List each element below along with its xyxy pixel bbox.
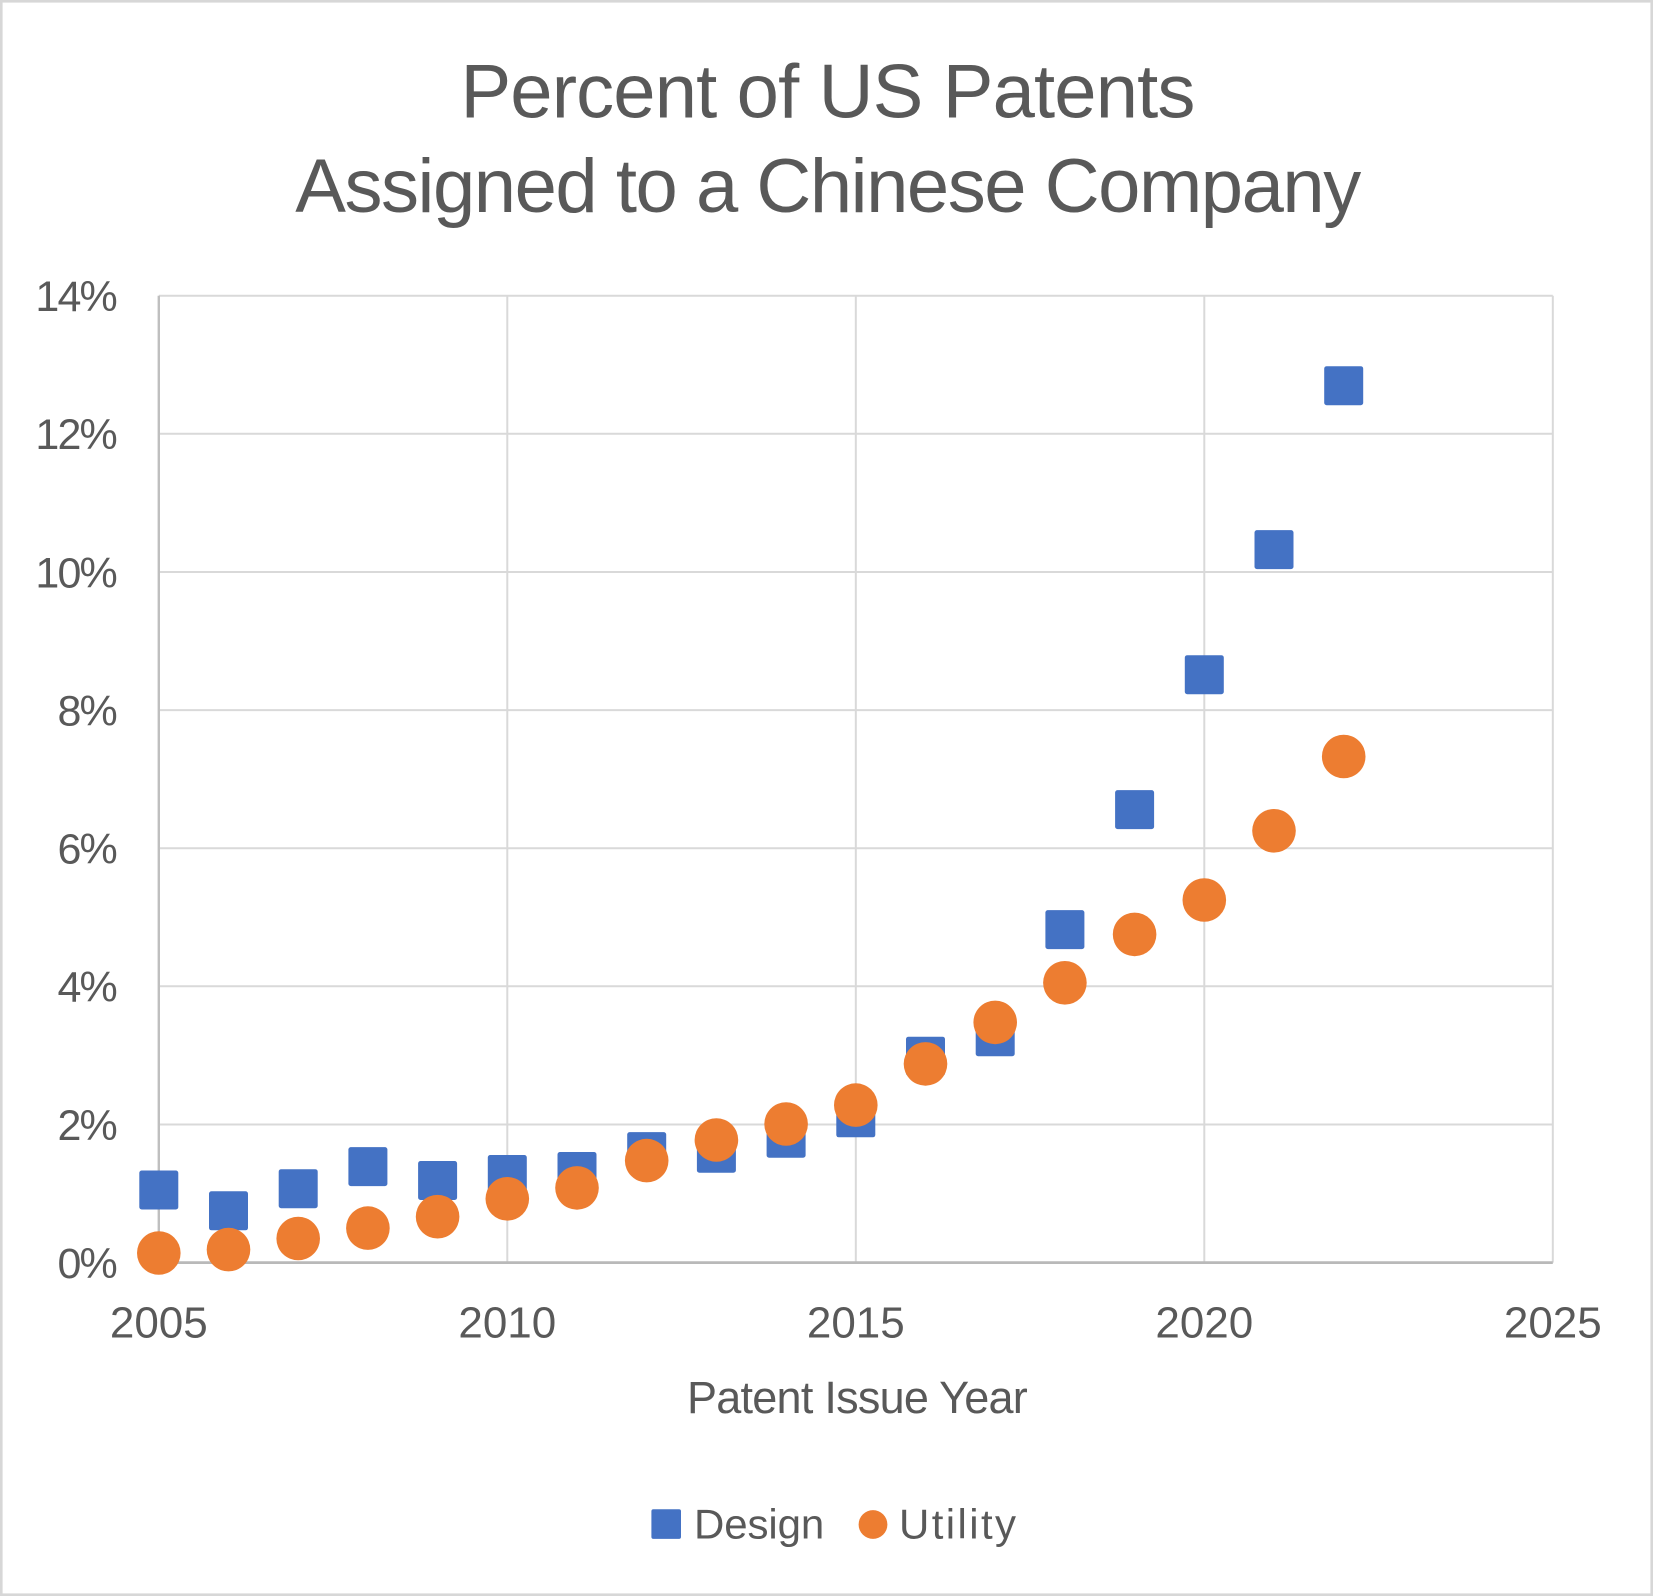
svg-text:2%: 2%	[57, 1102, 116, 1150]
svg-text:2020: 2020	[1155, 1299, 1253, 1348]
svg-text:Percent of US Patents: Percent of US Patents	[460, 49, 1194, 134]
svg-text:Design: Design	[694, 1501, 824, 1548]
svg-text:2010: 2010	[458, 1299, 556, 1348]
svg-text:2005: 2005	[110, 1299, 208, 1348]
svg-text:10%: 10%	[35, 549, 116, 597]
svg-text:2015: 2015	[807, 1299, 905, 1348]
svg-text:12%: 12%	[35, 411, 116, 459]
svg-text:8%: 8%	[57, 688, 116, 736]
svg-text:2025: 2025	[1504, 1299, 1602, 1348]
svg-text:Assigned to a Chinese Company: Assigned to a Chinese Company	[295, 144, 1361, 229]
svg-text:4%: 4%	[57, 964, 116, 1012]
svg-text:14%: 14%	[35, 273, 116, 321]
svg-text:Utility: Utility	[899, 1501, 1018, 1548]
svg-text:Patent Issue Year: Patent Issue Year	[687, 1372, 1028, 1423]
svg-text:6%: 6%	[57, 826, 116, 874]
svg-text:0%: 0%	[57, 1240, 116, 1288]
